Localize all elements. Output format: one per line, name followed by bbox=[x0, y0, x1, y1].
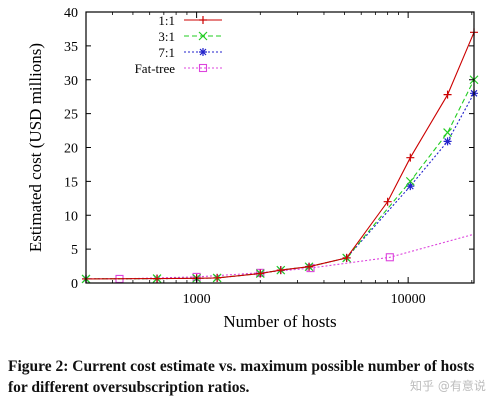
y-tick-label: 30 bbox=[64, 74, 78, 89]
data-point bbox=[153, 274, 162, 283]
data-point bbox=[276, 266, 285, 275]
series-line bbox=[85, 93, 475, 280]
series-line bbox=[86, 233, 475, 280]
data-point bbox=[405, 176, 415, 186]
data-point bbox=[443, 90, 452, 99]
data-point bbox=[342, 253, 351, 262]
series-line bbox=[85, 32, 475, 280]
figure-caption: Figure 2: Current cost estimate vs. maxi… bbox=[8, 358, 475, 396]
data-point bbox=[443, 137, 452, 146]
legend-entry: Fat-tree bbox=[135, 61, 222, 76]
y-tick-label: 15 bbox=[64, 175, 78, 190]
data-point bbox=[406, 153, 415, 162]
x-tick-label: 1000 bbox=[183, 292, 211, 307]
data-point bbox=[198, 63, 208, 73]
data-point bbox=[213, 273, 222, 282]
series-3-1 bbox=[81, 75, 479, 284]
legend-entry: 3:1 bbox=[158, 29, 222, 44]
data-point bbox=[383, 197, 392, 206]
legend-label: Fat-tree bbox=[135, 61, 176, 76]
y-tick-label: 20 bbox=[64, 142, 78, 157]
y-tick-label: 25 bbox=[64, 108, 78, 123]
legend-label: 7:1 bbox=[158, 45, 175, 60]
legend-label: 3:1 bbox=[158, 29, 175, 44]
data-point bbox=[199, 16, 207, 24]
y-tick-label: 40 bbox=[64, 6, 78, 21]
legend-entry: 7:1 bbox=[158, 45, 222, 60]
legend-entry: 1:1 bbox=[158, 13, 222, 28]
y-axis-label: Estimated cost (USD millions) bbox=[26, 43, 45, 252]
data-point bbox=[198, 31, 208, 41]
series-fat-tree bbox=[86, 233, 475, 283]
data-point bbox=[199, 48, 207, 56]
legend-label: 1:1 bbox=[158, 13, 175, 28]
y-tick-label: 5 bbox=[71, 243, 78, 258]
x-axis-label: Number of hosts bbox=[223, 312, 336, 331]
series-7-1 bbox=[82, 89, 478, 283]
data-point bbox=[406, 182, 415, 191]
cost-chart: 0 5 10 15 20 25 30 35 40 1000 10000 1:13:17:1Fat-t… bbox=[26, 6, 479, 331]
y-tick-label: 0 bbox=[71, 277, 78, 292]
data-point bbox=[385, 253, 394, 262]
x-tick-label: 10000 bbox=[391, 292, 426, 307]
data-point bbox=[256, 269, 265, 278]
data-point bbox=[443, 128, 452, 138]
series-line bbox=[85, 79, 475, 280]
axis-ticks: 0 5 10 15 20 25 30 35 40 1000 10000 bbox=[64, 6, 474, 307]
y-tick-label: 35 bbox=[64, 40, 78, 55]
data-point bbox=[305, 262, 314, 271]
y-tick-label: 10 bbox=[64, 209, 78, 224]
watermark: 知乎 @有意说 bbox=[410, 379, 486, 393]
